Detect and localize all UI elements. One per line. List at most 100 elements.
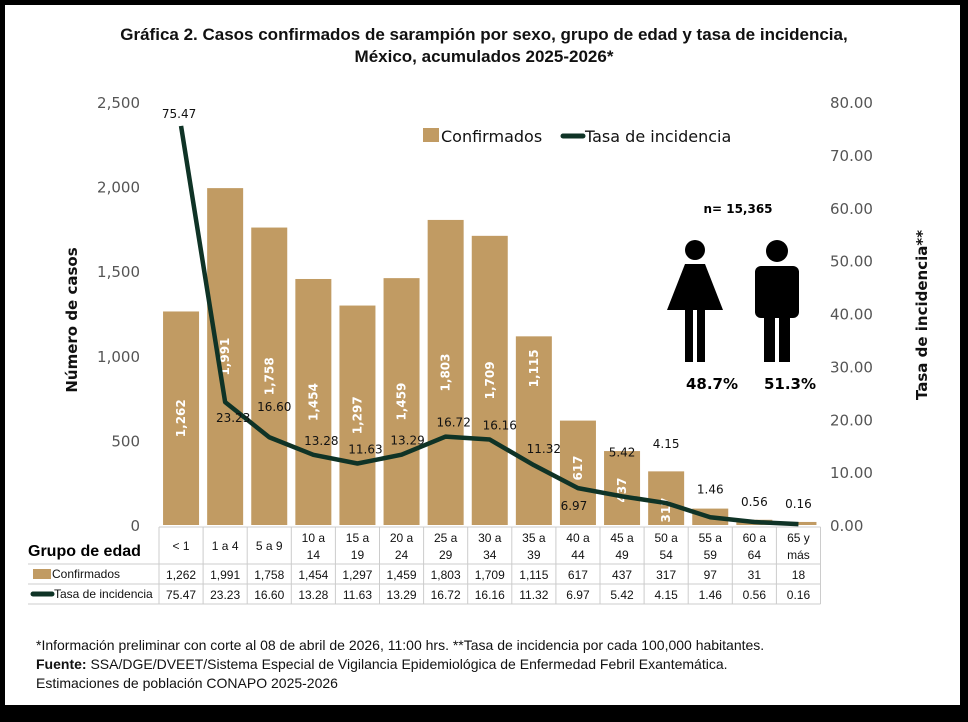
category-label: 34 — [483, 548, 497, 562]
table-cell-confirmados: 1,459 — [387, 568, 417, 582]
y2-tick-label: 0.00 — [830, 517, 863, 535]
legend-label-confirmados: Confirmados — [441, 127, 542, 146]
title-line2: México, acumulados 2025-2026* — [354, 47, 614, 66]
bar-4 — [339, 305, 376, 525]
line-label: 16.72 — [436, 416, 470, 430]
source-label: Fuente: — [36, 656, 87, 672]
category-label: 64 — [748, 548, 762, 562]
category-label: 54 — [659, 548, 673, 562]
category-label: 45 a — [610, 531, 634, 545]
y-tick-label: 0 — [130, 517, 140, 535]
table-cell-confirmados: 1,454 — [298, 568, 328, 582]
sample-size: n= 15,365 — [703, 202, 772, 216]
footnote-prelim: *Información preliminar con corte al 08 … — [36, 637, 765, 653]
line-label: 13.28 — [304, 434, 338, 448]
category-label: 10 a — [302, 531, 326, 545]
line-label: 0.16 — [785, 497, 812, 511]
line-label: 16.60 — [257, 400, 291, 414]
bar-label: 1,709 — [483, 361, 497, 399]
chart: 0 500 1,000 1,500 2,000 2,500 0.00 10.00 20.00 30… — [28, 94, 931, 605]
y-tick-label: 500 — [111, 432, 140, 450]
bar-0 — [163, 311, 200, 525]
y2-tick-label: 30.00 — [830, 358, 873, 376]
category-label: 24 — [395, 548, 409, 562]
table-cell-confirmados: 97 — [704, 568, 718, 582]
y2-tick-label: 20.00 — [830, 411, 873, 429]
bar-label: 617 — [571, 455, 585, 480]
table-cell-tasa: 0.16 — [787, 588, 811, 602]
table-cell-tasa: 11.63 — [343, 588, 372, 602]
bar-8 — [515, 336, 552, 525]
table-cell-tasa: 16.60 — [254, 588, 284, 602]
chart-title: Gráfica 2. Casos confirmados de sarampió… — [0, 24, 968, 68]
bar-5 — [383, 278, 420, 525]
category-label: 25 a — [434, 531, 458, 545]
table-cell-tasa: 6.97 — [566, 588, 590, 602]
line-label: 5.42 — [609, 445, 636, 459]
table-row-label-confirmados: Confirmados — [52, 567, 120, 581]
category-label: 1 a 4 — [212, 539, 239, 553]
bar-10 — [604, 451, 641, 525]
line-label: 75.47 — [162, 107, 196, 121]
line-label: 11.63 — [348, 443, 382, 457]
table-cell-confirmados: 1,709 — [475, 568, 505, 582]
table-cell-tasa: 23.23 — [210, 588, 240, 602]
table-cell-tasa: 1.46 — [699, 588, 723, 602]
category-label: 15 a — [346, 531, 370, 545]
table-cell-confirmados: 1,297 — [342, 568, 372, 582]
table-cell-confirmados: 1,803 — [431, 568, 461, 582]
table-cell-confirmados: 617 — [568, 568, 588, 582]
x-axis-label: Grupo de edad — [28, 543, 141, 560]
y2-tick-label: 70.00 — [830, 147, 873, 165]
category-label: 29 — [439, 548, 453, 562]
table-cell-tasa: 75.47 — [166, 588, 196, 602]
line-label: 4.15 — [653, 437, 680, 451]
bar-1 — [207, 188, 244, 525]
y-tick-label: 1,500 — [97, 263, 140, 281]
bar-label: 1,459 — [395, 383, 409, 421]
title-line1: Gráfica 2. Casos confirmados de sarampió… — [120, 25, 848, 44]
y-tick-label: 2,500 — [97, 94, 140, 112]
y-tick-label: 2,000 — [97, 179, 140, 197]
table-cell-tasa: 13.28 — [298, 588, 328, 602]
bar-2 — [251, 227, 288, 526]
table-cell-confirmados: 437 — [612, 568, 632, 582]
bar-label: 1,454 — [306, 383, 320, 421]
female-percent: 48.7% — [686, 375, 738, 393]
table-cell-confirmados: 1,758 — [254, 568, 284, 582]
y-tick-label: 1,000 — [97, 348, 140, 366]
table-cell-confirmados: 31 — [748, 568, 762, 582]
category-label: 60 a — [743, 531, 767, 545]
line-label: 16.16 — [483, 419, 517, 433]
footnote-source: Fuente: SSA/DGE/DVEET/Sistema Especial d… — [36, 655, 856, 674]
category-label: 55 a — [699, 531, 723, 545]
table-cell-tasa: 0.56 — [743, 588, 767, 602]
legend-swatch-confirmados — [423, 128, 439, 142]
bar-9 — [559, 420, 596, 525]
category-label: 5 a 9 — [256, 539, 283, 553]
source-text: SSA/DGE/DVEET/Sistema Especial de Vigila… — [86, 656, 728, 672]
line-label: 6.97 — [561, 499, 588, 513]
line-label: 1.46 — [697, 482, 724, 496]
y2-tick-label: 10.00 — [830, 464, 873, 482]
category-label: < 1 — [173, 539, 190, 553]
line-label: 11.32 — [527, 442, 561, 456]
bar-label: 1,262 — [174, 399, 188, 437]
table-cell-tasa: 11.32 — [519, 588, 548, 602]
category-label: 19 — [351, 548, 365, 562]
incidence-line — [178, 125, 799, 527]
y2-axis-label: Tasa de incidencia** — [913, 230, 931, 400]
table-cell-tasa: 16.72 — [431, 588, 461, 602]
y-axis-label: Número de casos — [63, 247, 81, 392]
table-cell-tasa: 13.29 — [387, 588, 417, 602]
category-label: 35 a — [522, 531, 546, 545]
category-label: 39 — [527, 548, 541, 562]
category-label: 20 a — [390, 531, 414, 545]
bar-7 — [471, 235, 508, 525]
category-label: más — [787, 548, 810, 562]
category-label: 30 a — [478, 531, 502, 545]
bar-6 — [427, 219, 464, 525]
legend-label-tasa: Tasa de incidencia — [584, 127, 731, 146]
table-legend-confirmados — [33, 569, 51, 579]
category-label: 50 a — [654, 531, 678, 545]
